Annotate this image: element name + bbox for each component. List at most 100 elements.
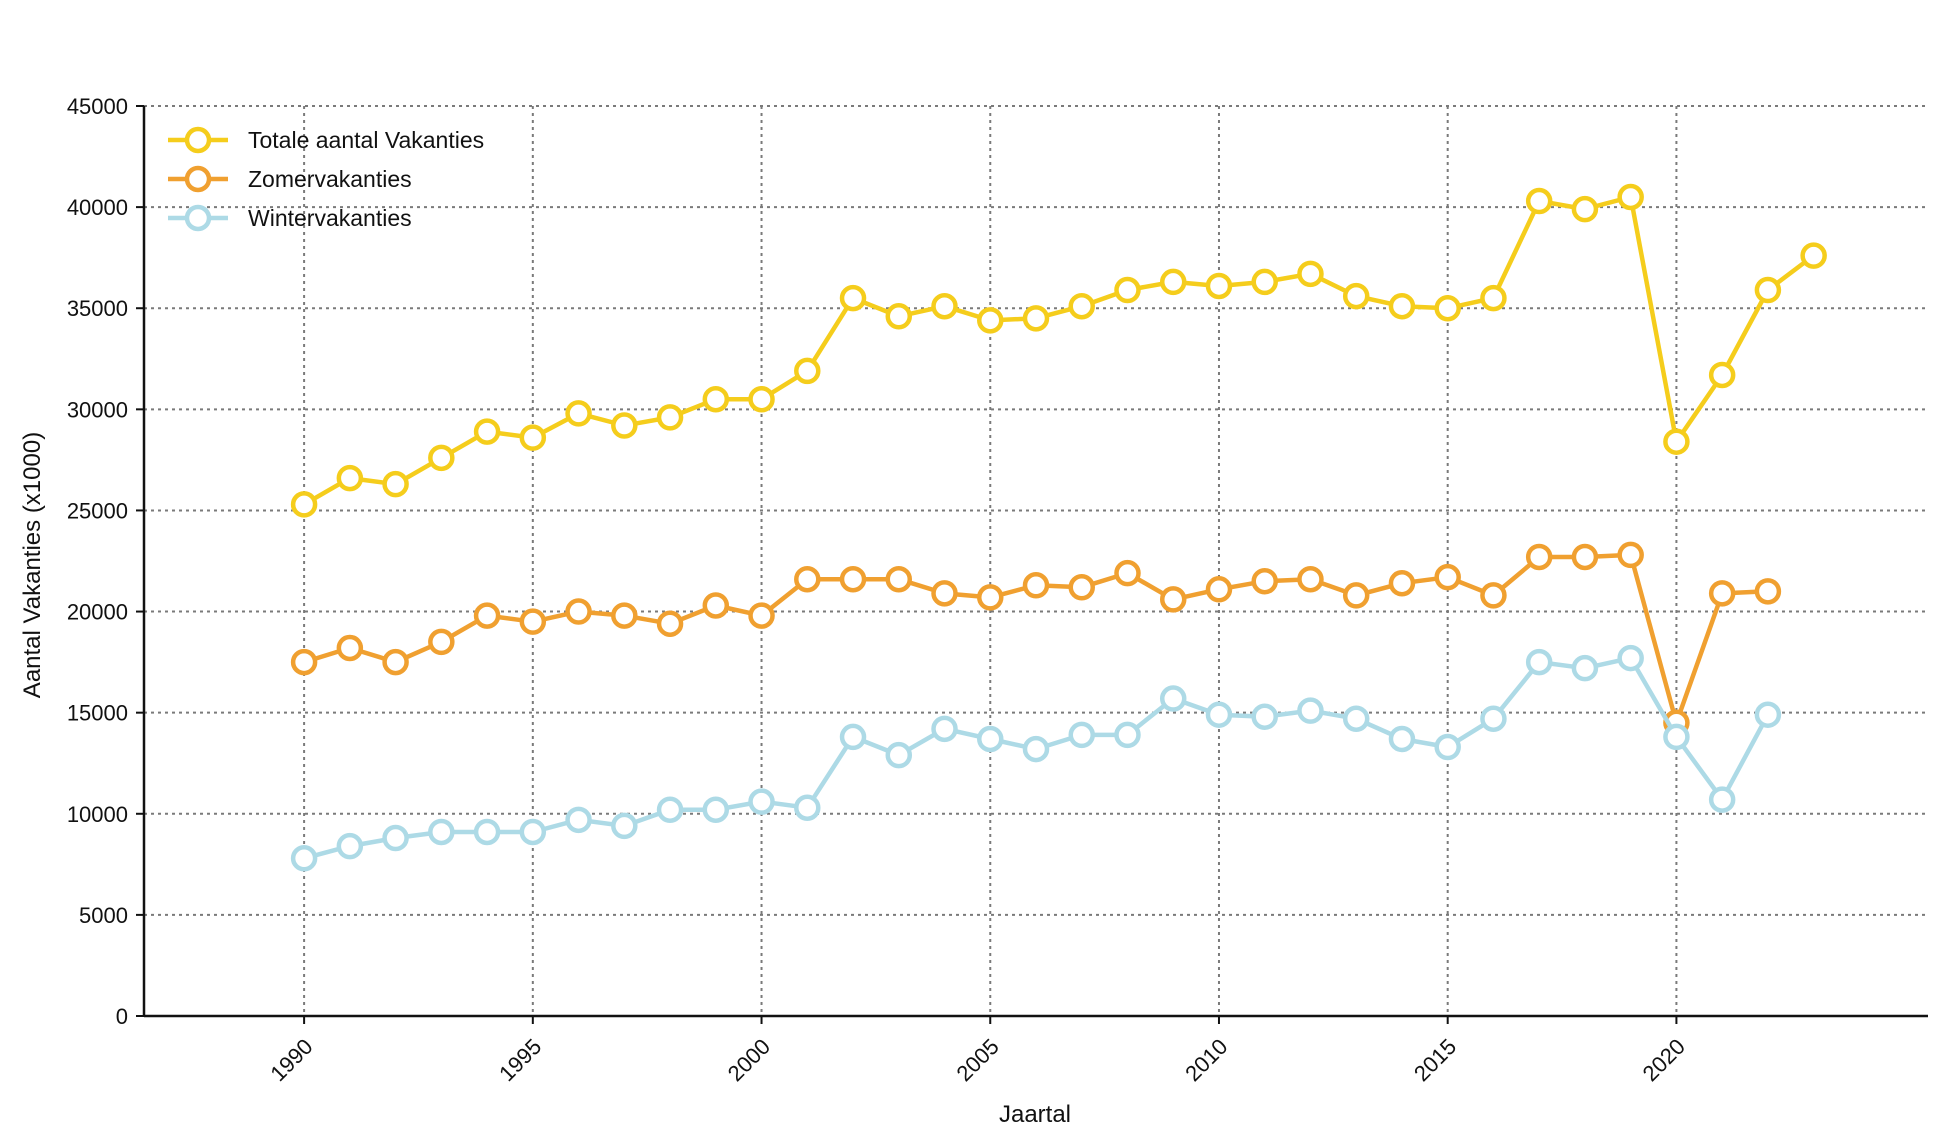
data-point: [1068, 574, 1095, 601]
legend-label: Totale aantal Vakanties: [248, 127, 484, 153]
data-point: [611, 602, 638, 629]
x-tick-label: 1995: [494, 1034, 546, 1086]
x-tick-labels: 1990 1995 2000 2005 2010 2015 2020: [265, 1034, 1690, 1086]
data-point: [1663, 723, 1690, 751]
y-tick-label: 25000: [67, 498, 128, 523]
data-point: [1663, 428, 1690, 455]
data-point: [1434, 733, 1461, 761]
data-point: [977, 725, 1004, 753]
data-point: [1388, 292, 1416, 320]
data-point: [1754, 701, 1782, 728]
data-point: [1388, 569, 1416, 597]
data-point: [1159, 685, 1187, 712]
data-point: [656, 796, 684, 823]
data-point: [1525, 543, 1553, 571]
legend-marker: [184, 165, 212, 193]
data-point: [1251, 268, 1278, 296]
data-point: [656, 404, 684, 431]
data-point: [565, 806, 592, 834]
data-point: [290, 648, 318, 676]
data-point: [1754, 578, 1782, 605]
data-point: [977, 307, 1004, 334]
data-point: [1022, 305, 1050, 332]
data-point: [931, 292, 958, 320]
data-point: [611, 412, 638, 439]
x-tick-label: 2020: [1638, 1034, 1690, 1086]
data-point: [1114, 559, 1141, 587]
x-axis-title: Jaartal: [999, 1101, 1071, 1128]
data-point: [1342, 705, 1370, 732]
data-point: [748, 602, 775, 629]
series-group: [290, 183, 1827, 518]
legend-marker: [184, 126, 212, 154]
data-point: [702, 592, 730, 619]
data-point: [1205, 576, 1233, 603]
data-point: [565, 598, 592, 625]
series-group: [290, 644, 1782, 872]
data-point: [1297, 697, 1324, 724]
data-point: [931, 715, 958, 743]
series-group: [290, 541, 1782, 737]
x-tick-label: 2005: [951, 1034, 1003, 1086]
data-point: [1800, 242, 1827, 269]
data-point: [565, 400, 592, 427]
data-point: [1480, 582, 1507, 609]
data-point: [1159, 586, 1187, 613]
y-tick-label: 15000: [67, 701, 128, 726]
data-point: [382, 470, 409, 498]
y-tick-label: 0: [116, 1004, 128, 1029]
data-point: [519, 608, 547, 635]
data-point: [748, 788, 775, 815]
data-point: [1434, 294, 1461, 322]
legend-marker: [184, 204, 212, 232]
data-point: [885, 303, 913, 330]
data-point: [519, 424, 547, 451]
data-point: [1205, 272, 1233, 300]
data-point: [1022, 572, 1050, 599]
data-point: [1571, 195, 1599, 223]
axes: [136, 105, 1928, 1024]
data-point: [336, 634, 364, 662]
data-point: [611, 812, 638, 840]
data-point: [1297, 260, 1324, 288]
data-point: [748, 385, 775, 413]
y-tick-label: 30000: [67, 397, 128, 422]
data-point: [931, 580, 958, 607]
data-point: [794, 357, 821, 385]
legend-label: Wintervakanties: [248, 205, 412, 231]
data-point: [290, 491, 318, 518]
series-line: [302, 194, 1815, 507]
data-point: [290, 845, 318, 872]
data-point: [1708, 580, 1736, 607]
data-point: [1571, 543, 1599, 571]
x-tick-label: 2015: [1409, 1034, 1461, 1086]
x-tick-label: 2010: [1180, 1034, 1232, 1086]
data-point: [839, 565, 867, 593]
x-tick-label: 2000: [723, 1034, 775, 1086]
data-point: [1571, 654, 1599, 682]
data-point: [1251, 703, 1278, 730]
data-point: [1708, 361, 1736, 389]
x-tick-label: 1990: [265, 1034, 317, 1086]
data-point: [702, 796, 730, 823]
data-point: [1434, 563, 1461, 591]
data-point: [1754, 276, 1782, 304]
y-axis-title: Aantal Vakanties (x1000): [19, 432, 46, 698]
data-point: [1251, 567, 1278, 595]
data-point: [1480, 705, 1507, 732]
data-point: [1114, 721, 1141, 749]
y-tick-label: 40000: [67, 195, 128, 220]
legend: Totale aantal Vakanties Zomervakanties Win…: [168, 126, 484, 232]
data-point: [794, 565, 821, 593]
data-point: [1525, 187, 1553, 215]
data-point: [519, 818, 547, 846]
y-tick-label: 10000: [67, 802, 128, 827]
data-point: [1525, 648, 1553, 676]
data-point: [977, 584, 1004, 611]
data-point: [473, 818, 501, 846]
data-point: [794, 794, 821, 821]
data-point: [1617, 541, 1644, 569]
grid-lines: [144, 105, 1928, 1016]
data-point: [1342, 282, 1370, 310]
data-point: [839, 284, 867, 312]
